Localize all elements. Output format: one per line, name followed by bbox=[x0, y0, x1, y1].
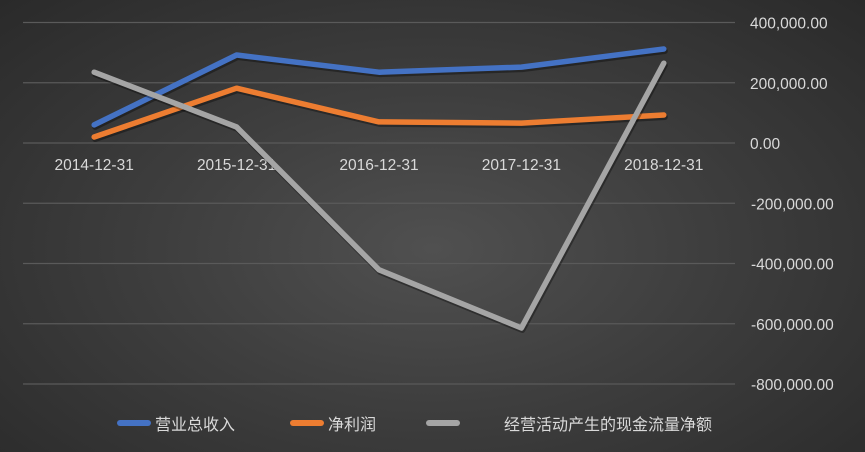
line-shadow bbox=[92, 87, 668, 142]
legend-swatch-net-profit bbox=[290, 420, 324, 426]
legend-swatch-revenue bbox=[117, 420, 151, 426]
legend: 营业总收入 净利润 经营活动产生的现金流量净额 bbox=[0, 408, 865, 438]
legend-label-operating-cashflow: 经营活动产生的现金流量净额 bbox=[504, 415, 713, 434]
revenue-line bbox=[91, 46, 667, 128]
y-tick-label: -800,000.00 bbox=[751, 377, 834, 394]
net-profit-line bbox=[91, 85, 667, 140]
x-tick-label: 2017-12-31 bbox=[482, 157, 561, 174]
y-tick-label: 400,000.00 bbox=[750, 16, 828, 33]
operating-cashflow-line bbox=[91, 60, 667, 331]
y-tick-label: -600,000.00 bbox=[751, 317, 834, 334]
y-tick-label: -200,000.00 bbox=[751, 196, 834, 213]
x-tick-label: 2018-12-31 bbox=[624, 157, 703, 174]
y-tick-label: 0.00 bbox=[750, 136, 781, 153]
x-tick-label: 2014-12-31 bbox=[55, 157, 134, 174]
legend-item-revenue: 营业总收入 bbox=[117, 408, 235, 438]
legend-label-revenue: 营业总收入 bbox=[155, 415, 236, 434]
legend-swatch-operating-cashflow bbox=[426, 420, 460, 426]
x-tick-label: 2015-12-31 bbox=[197, 157, 276, 174]
y-tick-label: -400,000.00 bbox=[751, 257, 834, 274]
x-tick-label: 2016-12-31 bbox=[339, 157, 418, 174]
y-tick-label: 200,000.00 bbox=[750, 76, 828, 93]
legend-item-operating-cashflow: 经营活动产生的现金流量净额 bbox=[426, 408, 712, 438]
legend-label-net-profit: 净利润 bbox=[328, 415, 377, 434]
legend-item-net-profit: 净利润 bbox=[290, 408, 376, 438]
